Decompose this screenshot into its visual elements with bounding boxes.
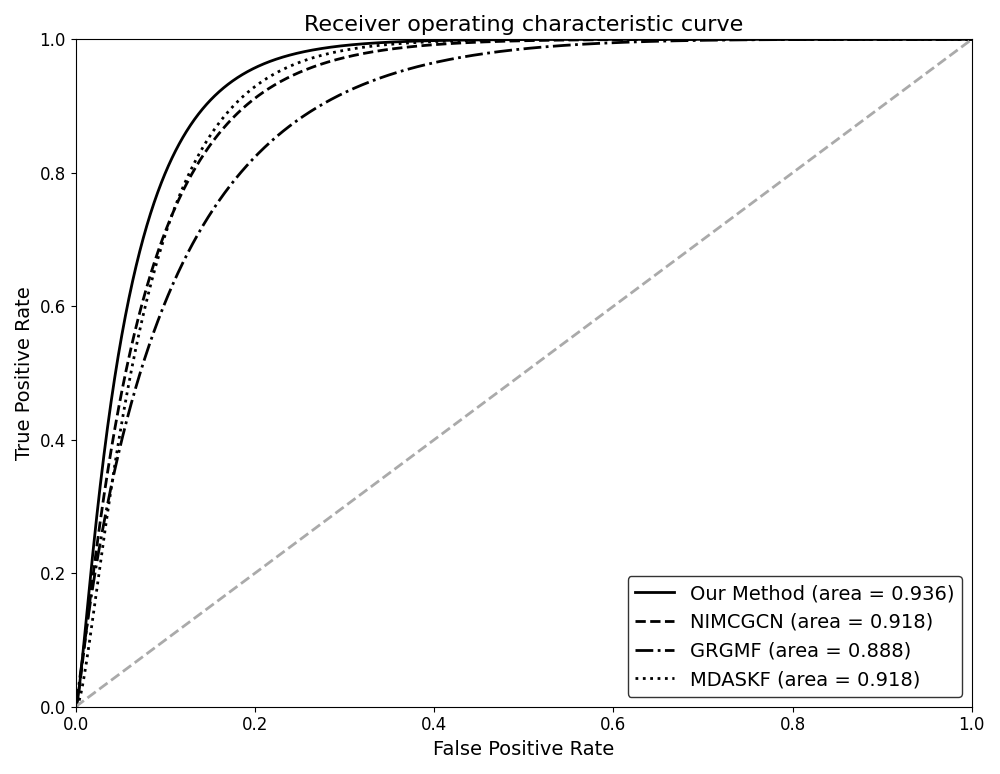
NIMCGCN (area = 0.918): [482, 37, 494, 46]
Our Method (area = 0.936): [505, 35, 517, 44]
Our Method (area = 0.936): [966, 35, 978, 44]
GRGMF (area = 0.888): [115, 437, 127, 447]
Line: MDASKF (area = 0.918): MDASKF (area = 0.918): [76, 39, 972, 707]
NIMCGCN (area = 0.918): [775, 35, 787, 44]
Title: Receiver operating characteristic curve: Receiver operating characteristic curve: [304, 15, 743, 35]
NIMCGCN (area = 0.918): [940, 35, 952, 44]
GRGMF (area = 0.888): [940, 35, 952, 44]
GRGMF (area = 0.888): [505, 46, 517, 55]
Our Method (area = 0.936): [939, 35, 951, 44]
GRGMF (area = 0.888): [775, 35, 787, 44]
Our Method (area = 0.936): [482, 35, 494, 44]
GRGMF (area = 0.888): [939, 35, 951, 44]
GRGMF (area = 0.888): [482, 49, 494, 58]
MDASKF (area = 0.918): [939, 35, 951, 44]
MDASKF (area = 0.918): [115, 420, 127, 430]
NIMCGCN (area = 0.918): [939, 35, 951, 44]
GRGMF (area = 0.888): [966, 35, 978, 44]
X-axis label: False Positive Rate: False Positive Rate: [433, 740, 614, 759]
GRGMF (area = 0.888): [70, 702, 82, 711]
MDASKF (area = 0.918): [70, 702, 82, 711]
MDASKF (area = 0.918): [966, 35, 978, 44]
Our Method (area = 0.936): [70, 702, 82, 711]
NIMCGCN (area = 0.918): [115, 389, 127, 398]
MDASKF (area = 0.918): [775, 35, 787, 44]
NIMCGCN (area = 0.918): [965, 35, 977, 44]
MDASKF (area = 0.918): [959, 35, 971, 44]
Our Method (area = 0.936): [115, 333, 127, 342]
Line: NIMCGCN (area = 0.918): NIMCGCN (area = 0.918): [76, 39, 972, 707]
Legend: Our Method (area = 0.936), NIMCGCN (area = 0.918), GRGMF (area = 0.888), MDASKF : Our Method (area = 0.936), NIMCGCN (area…: [628, 577, 962, 697]
NIMCGCN (area = 0.918): [505, 36, 517, 46]
Y-axis label: True Positive Rate: True Positive Rate: [15, 286, 34, 460]
Line: GRGMF (area = 0.888): GRGMF (area = 0.888): [76, 39, 972, 707]
Our Method (area = 0.936): [940, 35, 952, 44]
NIMCGCN (area = 0.918): [966, 35, 978, 44]
Line: Our Method (area = 0.936): Our Method (area = 0.936): [76, 39, 972, 707]
MDASKF (area = 0.918): [482, 36, 494, 45]
MDASKF (area = 0.918): [940, 35, 952, 44]
Our Method (area = 0.936): [775, 35, 787, 44]
NIMCGCN (area = 0.918): [70, 702, 82, 711]
MDASKF (area = 0.918): [505, 35, 517, 44]
Our Method (area = 0.936): [960, 35, 972, 44]
